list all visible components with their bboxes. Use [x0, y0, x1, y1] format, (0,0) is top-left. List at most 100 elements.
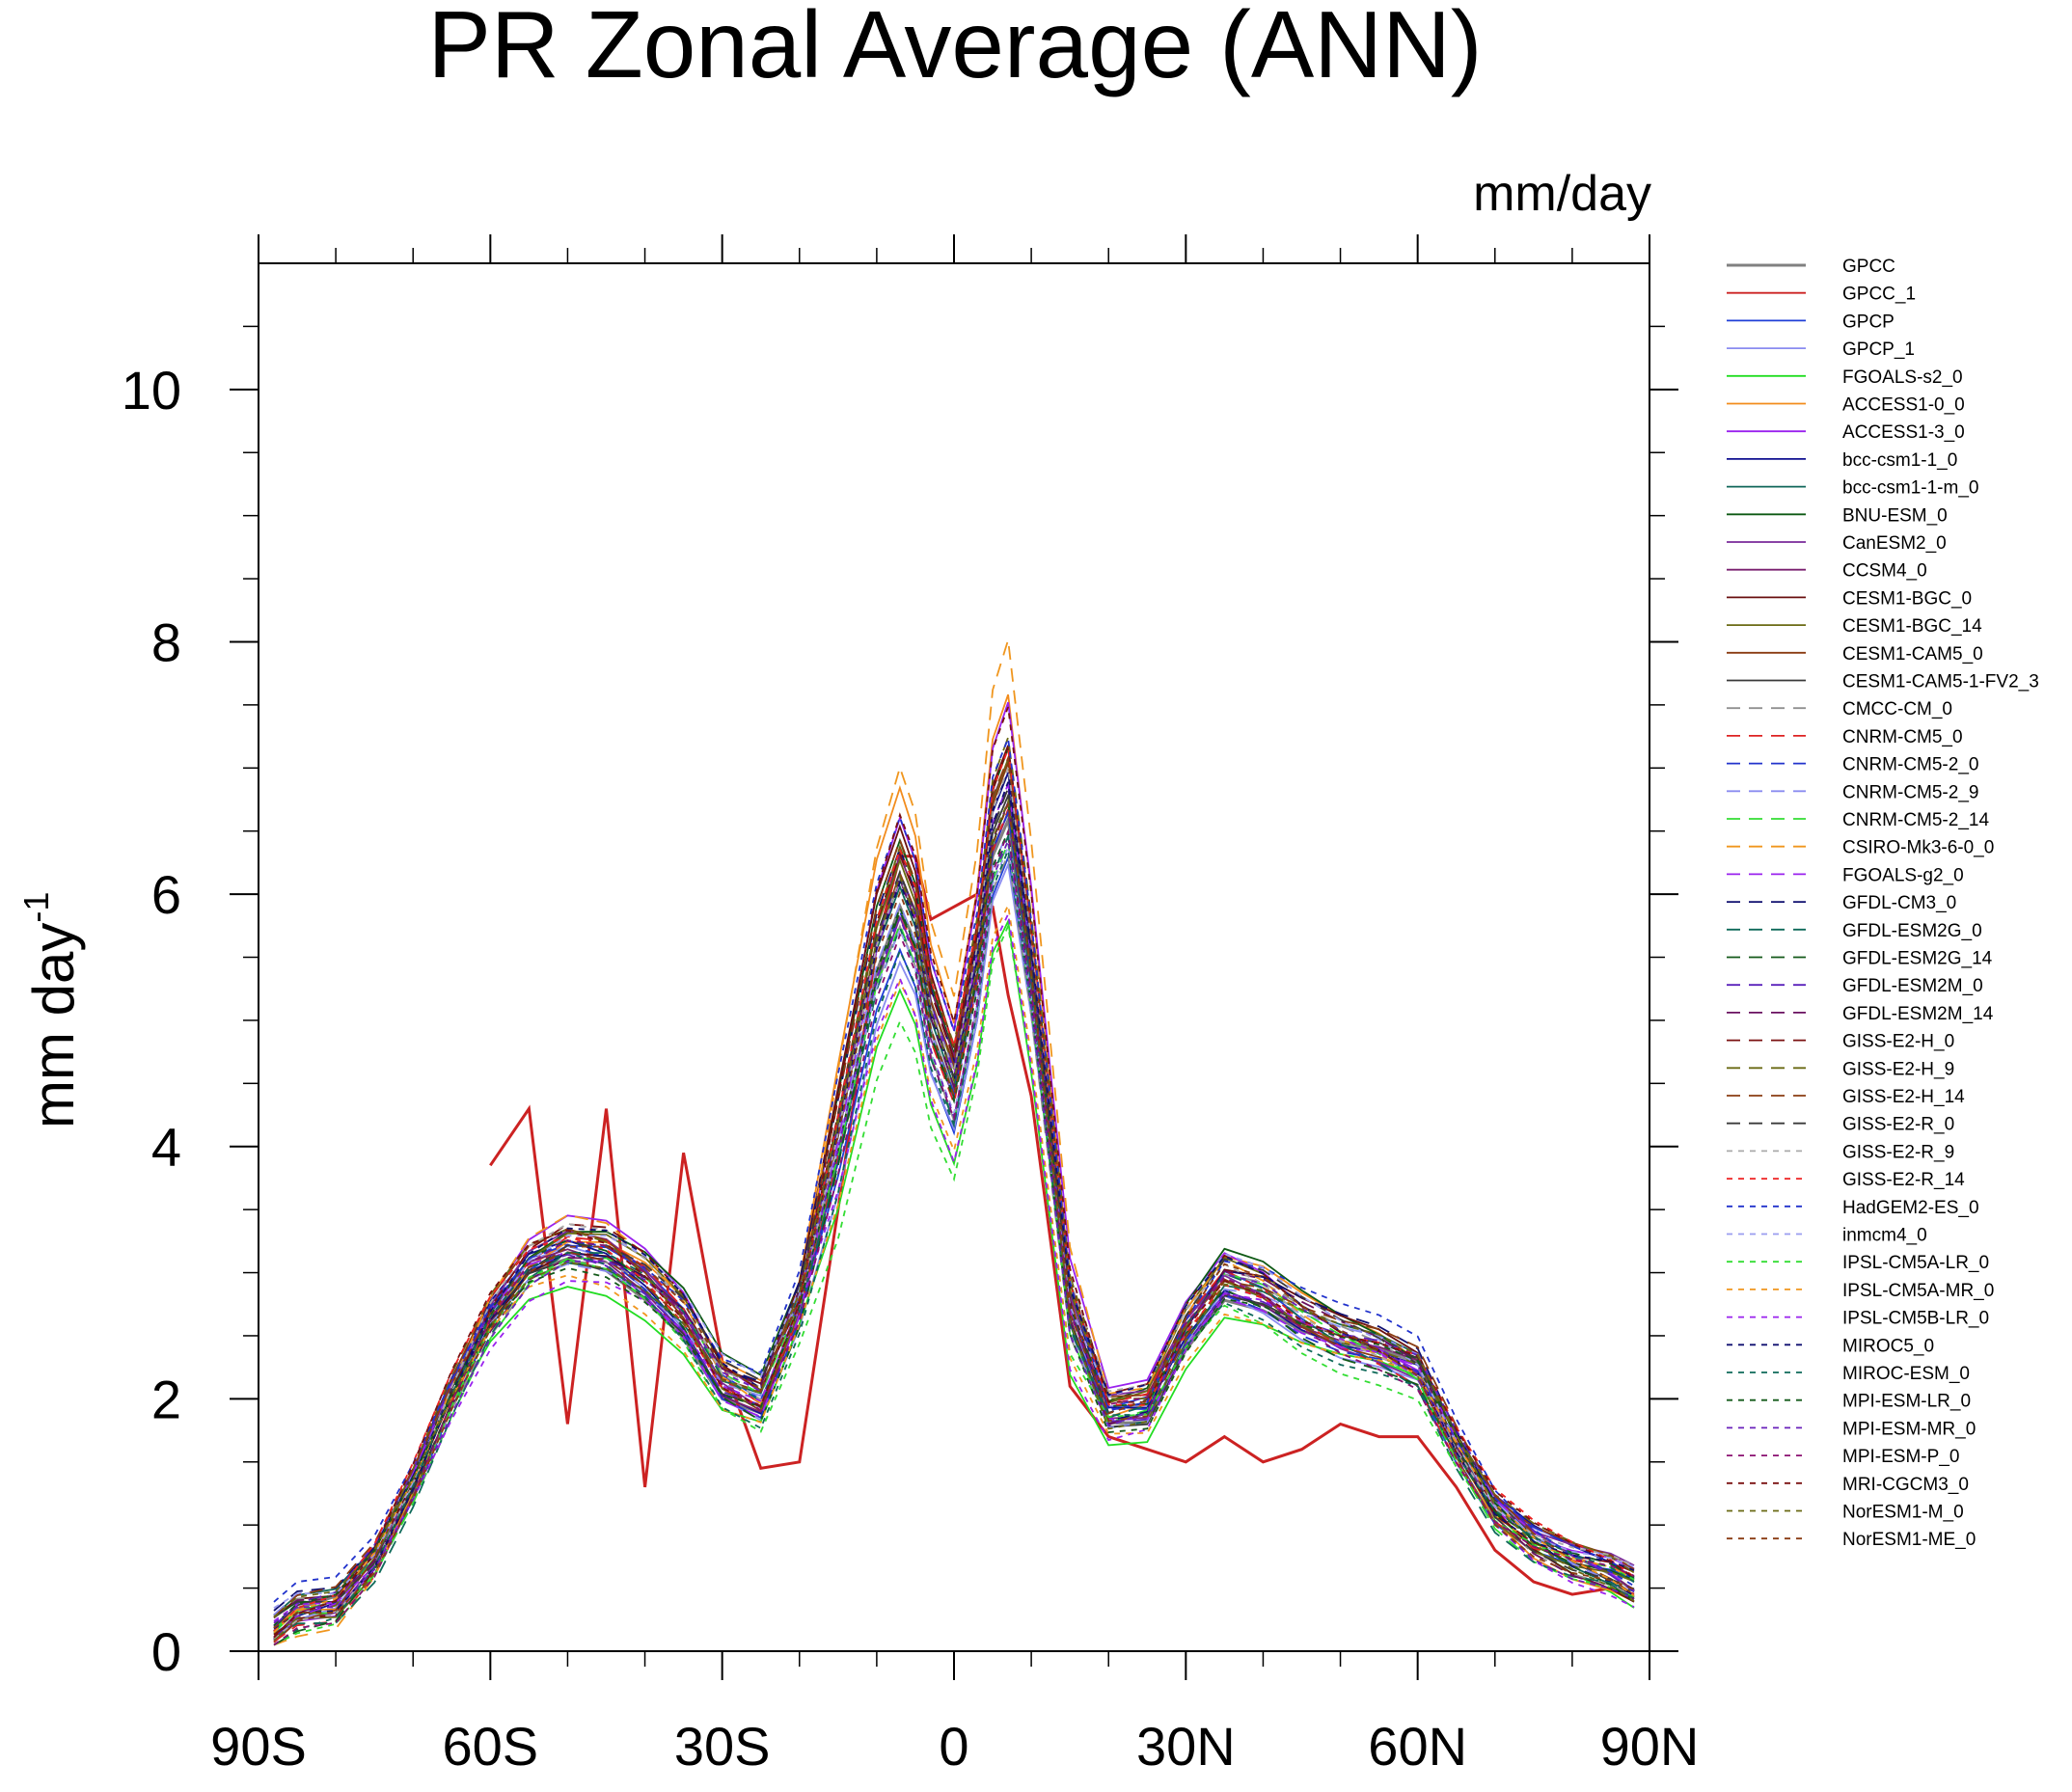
series-line-GISS-E2-R_14 — [273, 748, 1635, 1633]
legend-label: GPCP_1 — [1842, 339, 1915, 360]
legend-label: inmcm4_0 — [1842, 1226, 1927, 1246]
legend-label: CESM1-BGC_14 — [1842, 616, 1982, 637]
units-label: mm/day — [1473, 166, 1651, 222]
legend-label: CNRM-CM5-2_9 — [1842, 782, 1978, 802]
series-line-MIROC-ESM_0 — [273, 847, 1635, 1646]
series-line-GPCC — [272, 814, 1635, 1633]
legend-label: GISS-E2-H_9 — [1842, 1059, 1954, 1079]
legend-label: GPCC — [1842, 257, 1895, 277]
x-tick-label: 90N — [1600, 1716, 1700, 1777]
legend-label: MPI-ESM-MR_0 — [1842, 1419, 1976, 1439]
series-line-FGOALS-s2_0 — [273, 918, 1635, 1633]
legend-label: bcc-csm1-1_0 — [1842, 450, 1957, 471]
series-line-CSIRO-Mk3-6-0_0 — [273, 639, 1635, 1646]
legend-label: IPSL-CM5A-MR_0 — [1842, 1281, 1994, 1301]
series-line-GFDL-ESM2G_14 — [273, 801, 1635, 1646]
series-line-GFDL-ESM2M_0 — [273, 783, 1635, 1627]
series-line-IPSL-CM5A-MR_0 — [273, 902, 1635, 1634]
series-line-GISS-E2-R_0 — [273, 787, 1635, 1618]
y-tick-label: 6 — [151, 864, 181, 925]
series-line-CNRM-CM5-2_9 — [273, 828, 1635, 1616]
series-line-GFDL-CM3_0 — [273, 768, 1635, 1612]
series-line-NorESM1-ME_0 — [273, 803, 1635, 1629]
legend-label: GFDL-ESM2G_14 — [1842, 949, 1993, 969]
series-line-MPI-ESM-P_0 — [273, 828, 1635, 1646]
legend-label: GPCC_1 — [1842, 285, 1916, 305]
legend-label: MIROC-ESM_0 — [1842, 1364, 1970, 1384]
series-line-GISS-E2-R_9 — [273, 767, 1635, 1640]
legend-label: CESM1-CAM5_0 — [1842, 644, 1983, 665]
series-line-CESM1-BGC_14 — [273, 758, 1635, 1636]
series-line-GISS-E2-H_9 — [273, 737, 1635, 1642]
plot-area — [272, 639, 1635, 1646]
series-line-bcc-csm1-1-m_0 — [273, 809, 1635, 1616]
x-tick-label: 30S — [674, 1716, 771, 1777]
series-line-GFDL-ESM2M_14 — [273, 799, 1635, 1618]
series-line-CESM1-CAM5_0 — [273, 762, 1635, 1643]
legend-label: FGOALS-s2_0 — [1842, 367, 1963, 388]
legend-label: GFDL-CM3_0 — [1842, 893, 1956, 913]
legend-label: MRI-CGCM3_0 — [1842, 1475, 1969, 1495]
legend-label: GFDL-ESM2G_0 — [1842, 921, 1982, 941]
legend-label: GISS-E2-H_0 — [1842, 1032, 1954, 1052]
legend-label: GISS-E2-R_14 — [1842, 1170, 1965, 1190]
x-tick-label: 60S — [443, 1716, 539, 1777]
legend-label: BNU-ESM_0 — [1842, 505, 1948, 526]
axes: 90S 60S 30S 0 30N 60N 90N 0 2 4 6 8 10 — [122, 234, 1700, 1777]
series-line-MPI-ESM-LR_0 — [273, 828, 1635, 1626]
series-line-CNRM-CM5-2_14 — [273, 839, 1635, 1629]
series-line-FGOALS-g2_0 — [273, 780, 1635, 1642]
series-line-GFDL-ESM2G_0 — [273, 832, 1635, 1640]
plot-frame — [258, 262, 1650, 1652]
legend-label: NorESM1-ME_0 — [1842, 1530, 1976, 1550]
series-line-IPSL-CM5B-LR_0 — [273, 910, 1635, 1622]
legend-label: CESM1-CAM5-1-FV2_3 — [1842, 672, 2039, 692]
legend-label: ACCESS1-0_0 — [1842, 395, 1965, 416]
legend-label: MIROC5_0 — [1842, 1336, 1934, 1356]
series-line-ACCESS1-3_0 — [273, 701, 1635, 1640]
legend-label: FGOALS-g2_0 — [1842, 865, 1964, 885]
legend-label: CNRM-CM5_0 — [1842, 727, 1963, 747]
legend-label: CMCC-CM_0 — [1842, 699, 1952, 720]
series-line-CCSM4_0 — [273, 758, 1635, 1638]
legend-label: MPI-ESM-LR_0 — [1842, 1392, 1971, 1412]
series-line-CNRM-CM5_0 — [273, 808, 1635, 1643]
y-tick-label: 4 — [151, 1117, 181, 1178]
series-line-MPI-ESM-MR_0 — [273, 836, 1635, 1624]
series-line-CanESM2_0 — [273, 807, 1635, 1641]
x-tick-label: 30N — [1136, 1716, 1236, 1777]
legend-label: NorESM1-M_0 — [1842, 1503, 1964, 1523]
y-axis-title-text: mm day — [21, 923, 86, 1128]
legend-label: GISS-E2-R_9 — [1842, 1142, 1954, 1162]
series-line-CMCC-CM_0 — [273, 851, 1635, 1616]
y-tick-label: 8 — [151, 611, 181, 672]
y-tick-label: 0 — [151, 1621, 181, 1682]
series-line-GPCC_1 — [489, 855, 1635, 1596]
y-tick-label: 10 — [122, 360, 181, 421]
series-line-GPCP_1 — [273, 861, 1635, 1642]
x-tick-label: 0 — [939, 1716, 968, 1777]
legend-label: MPI-ESM-P_0 — [1842, 1447, 1959, 1467]
series-line-CESM1-CAM5-1-FV2_3 — [273, 792, 1635, 1629]
series-line-CNRM-CM5-2_0 — [273, 808, 1635, 1642]
svg-text:mm day-1: mm day-1 — [16, 892, 86, 1128]
chart-title: PR Zonal Average (ANN) — [428, 0, 1483, 97]
series-line-MRI-CGCM3_0 — [273, 706, 1635, 1639]
legend-label: ACCESS1-3_0 — [1842, 422, 1965, 443]
legend-label: CSIRO-Mk3-6-0_0 — [1842, 838, 1994, 858]
legend-label: IPSL-CM5B-LR_0 — [1842, 1309, 1989, 1329]
x-tick-label: 90S — [210, 1716, 307, 1777]
series-line-MIROC5_0 — [273, 781, 1635, 1630]
series-line-CESM1-BGC_0 — [273, 745, 1635, 1619]
series-line-IPSL-CM5A-LR_0 — [273, 923, 1635, 1646]
legend-label: GISS-E2-H_14 — [1842, 1087, 1965, 1107]
legend-label: GPCP — [1842, 312, 1895, 332]
y-axis-title-exponent: -1 — [16, 892, 56, 923]
series-line-GPCP — [273, 854, 1635, 1635]
series-line-NorESM1-M_0 — [273, 798, 1635, 1618]
series-line-GISS-E2-H_14 — [273, 754, 1635, 1618]
series-line-HadGEM2-ES_0 — [273, 735, 1635, 1603]
legend-label: CNRM-CM5-2_14 — [1842, 810, 1989, 830]
series-line-BNU-ESM_0 — [273, 747, 1635, 1618]
